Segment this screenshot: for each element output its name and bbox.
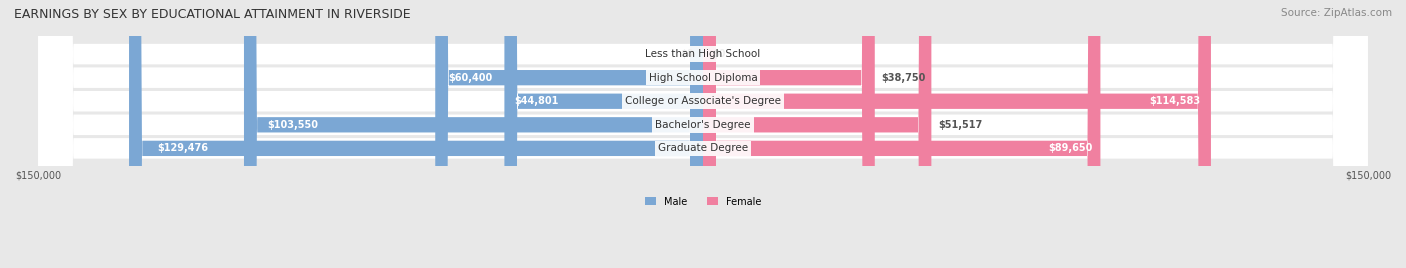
FancyBboxPatch shape bbox=[129, 0, 703, 268]
FancyBboxPatch shape bbox=[38, 0, 1368, 268]
FancyBboxPatch shape bbox=[38, 0, 1368, 268]
Text: Bachelor's Degree: Bachelor's Degree bbox=[655, 120, 751, 130]
FancyBboxPatch shape bbox=[703, 0, 1211, 268]
Text: $44,801: $44,801 bbox=[515, 96, 558, 106]
Text: EARNINGS BY SEX BY EDUCATIONAL ATTAINMENT IN RIVERSIDE: EARNINGS BY SEX BY EDUCATIONAL ATTAINMEN… bbox=[14, 8, 411, 21]
Text: $60,400: $60,400 bbox=[449, 73, 494, 83]
Text: $51,517: $51,517 bbox=[938, 120, 983, 130]
Text: High School Diploma: High School Diploma bbox=[648, 73, 758, 83]
Text: College or Associate's Degree: College or Associate's Degree bbox=[626, 96, 780, 106]
FancyBboxPatch shape bbox=[703, 0, 875, 268]
Text: $114,583: $114,583 bbox=[1150, 96, 1201, 106]
FancyBboxPatch shape bbox=[436, 0, 703, 268]
Text: $0: $0 bbox=[681, 49, 695, 59]
Text: $89,650: $89,650 bbox=[1047, 143, 1092, 153]
Legend: Male, Female: Male, Female bbox=[641, 193, 765, 210]
Text: Less than High School: Less than High School bbox=[645, 49, 761, 59]
FancyBboxPatch shape bbox=[245, 0, 703, 268]
Text: $38,750: $38,750 bbox=[882, 73, 925, 83]
FancyBboxPatch shape bbox=[703, 0, 931, 268]
Text: $129,476: $129,476 bbox=[157, 143, 208, 153]
FancyBboxPatch shape bbox=[703, 0, 1101, 268]
Text: Graduate Degree: Graduate Degree bbox=[658, 143, 748, 153]
FancyBboxPatch shape bbox=[505, 0, 703, 268]
FancyBboxPatch shape bbox=[38, 0, 1368, 268]
Text: $0: $0 bbox=[711, 49, 725, 59]
Text: $103,550: $103,550 bbox=[267, 120, 318, 130]
FancyBboxPatch shape bbox=[38, 0, 1368, 268]
Text: Source: ZipAtlas.com: Source: ZipAtlas.com bbox=[1281, 8, 1392, 18]
FancyBboxPatch shape bbox=[38, 0, 1368, 268]
